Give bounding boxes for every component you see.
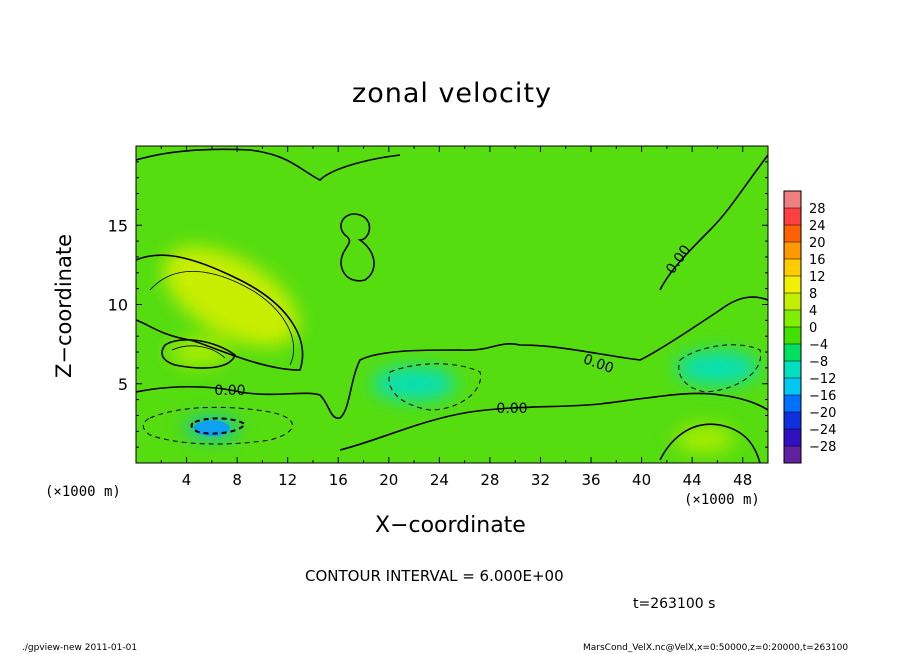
colorbar-label: −20 [809, 406, 836, 421]
colorbar-label: 8 [809, 287, 817, 302]
colorbar-swatch [784, 429, 801, 446]
x-tick-label: 12 [278, 471, 297, 489]
field-extremum [674, 425, 735, 454]
x-unit-label-left: (×1000 m) [45, 484, 121, 500]
negative-contour [678, 344, 762, 393]
colorbar-swatch [784, 395, 801, 412]
zero-contour [161, 339, 236, 369]
x-tick-label: 48 [733, 471, 752, 489]
colorbar-swatch [784, 378, 801, 395]
colorbar-swatch [784, 276, 801, 293]
x-axis: 4 8 12 16 20 24 28 32 36 40 44 48 [160, 146, 752, 489]
zero-contour [136, 296, 768, 419]
x-axis-label: X−coordinate [375, 513, 526, 538]
zero-contour [340, 213, 375, 282]
colorbar-label: 0 [809, 321, 817, 336]
x-tick-label: 24 [430, 471, 449, 489]
x-tick-label: 36 [581, 471, 600, 489]
time-label: t=263100 s [633, 596, 716, 612]
x-tick-label: 4 [182, 471, 192, 489]
field-extremum [675, 350, 760, 385]
x-tick-label: 16 [329, 471, 348, 489]
negative-contour [142, 406, 293, 445]
colorbar-swatch [784, 293, 801, 310]
colorbar-swatch [784, 259, 801, 276]
colorbar-label: −16 [809, 389, 836, 404]
zero-contour [659, 423, 761, 463]
field-extremum [372, 366, 457, 401]
colorbar-label: 20 [809, 236, 826, 251]
colorbar-swatch [784, 412, 801, 429]
colorbar-swatch [784, 361, 801, 378]
footer-source: MarsCond_VelX.nc@VelX,x=0:50000,z=0:2000… [583, 643, 849, 653]
negative-contour [190, 417, 247, 435]
colorbar-swatch [784, 446, 801, 463]
x-tick-label: 8 [232, 471, 242, 489]
zero-contour [339, 392, 768, 451]
colorbar-label: −12 [809, 372, 836, 387]
colorbar-swatch [784, 327, 801, 344]
velocity-field [136, 146, 768, 463]
zero-contour [136, 254, 304, 371]
x-tick-label: 40 [632, 471, 651, 489]
colorbar-label: 12 [809, 270, 826, 285]
colorbar: 28 24 20 16 12 8 4 0 −4 −8 −12 −16 −20 −24 −28 [783, 190, 836, 464]
colorbar-swatch [784, 242, 801, 259]
colorbar-swatch [784, 310, 801, 327]
contour-label: 0.00 [496, 401, 527, 417]
colorbar-swatch [784, 225, 801, 242]
colorbar-label: 24 [809, 219, 826, 234]
x-tick-label: 32 [531, 471, 550, 489]
zero-contour [136, 148, 401, 181]
y-axis: 5 10 15 [108, 161, 768, 448]
negative-contour [388, 363, 482, 411]
positive-contour [149, 271, 294, 366]
colorbar-swatch [784, 344, 801, 361]
y-tick-label: 10 [108, 296, 128, 315]
contour-interval-note: CONTOUR INTERVAL = 6.000E+00 [305, 567, 564, 585]
contour-lines [136, 148, 768, 463]
y-tick-label: 5 [118, 375, 128, 394]
x-tick-label: 20 [379, 471, 398, 489]
colorbar-swatch [784, 191, 801, 208]
y-axis-label: Z−coordinate [52, 234, 76, 378]
colorbar-label: −28 [809, 440, 836, 455]
colorbar-label: 4 [809, 304, 817, 319]
colorbar-swatch [784, 208, 801, 225]
x-unit-label-right: (×1000 m) [684, 492, 760, 508]
field-core-min [193, 420, 230, 437]
y-tick-label: 15 [108, 216, 128, 235]
colorbar-label: −4 [809, 338, 828, 353]
contour-label: 0.00 [214, 383, 245, 399]
colorbar-label: 28 [809, 202, 826, 217]
colorbar-label: −24 [809, 423, 836, 438]
x-tick-label: 28 [480, 471, 499, 489]
x-tick-label: 44 [683, 471, 702, 489]
chart-title: zonal velocity [352, 78, 552, 109]
footer-command: ./gpview-new 2011-01-01 [22, 643, 138, 653]
zero-contour [659, 154, 768, 291]
colorbar-label: −8 [809, 355, 828, 370]
positive-contour [171, 345, 226, 359]
colorbar-label: 16 [809, 253, 826, 268]
